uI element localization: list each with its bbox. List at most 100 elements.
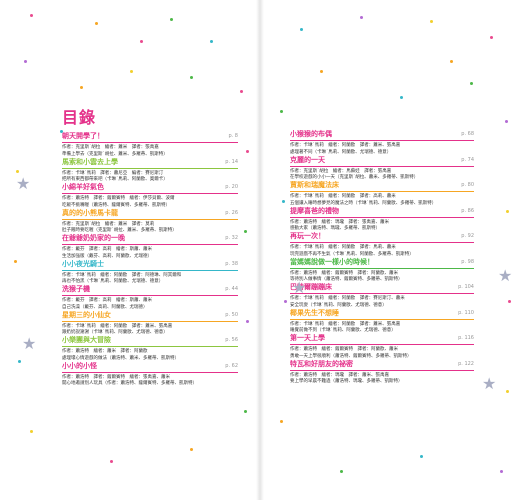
confetti-dot bbox=[430, 20, 433, 23]
entry-credits: 作者：卡琳˙馬莉 繪者：阿蘭歐 譯者：蕭米、張禹嘉 bbox=[62, 323, 173, 329]
entry-page-number: p. 50 bbox=[223, 310, 238, 320]
toc-entry[interactable]: 特瓦和好朋友的祕密 p. 122 作者：蕭浩特 繪者：瑪瓏 譯者：蕭米、張禹嘉 要上學… bbox=[290, 359, 474, 394]
entry-page-number: p. 122 bbox=[456, 359, 474, 369]
entry-rule bbox=[62, 269, 238, 271]
entry-page-number: p. 44 bbox=[223, 285, 238, 294]
confetti-dot bbox=[24, 60, 27, 63]
entry-page-number: p. 26 bbox=[223, 208, 238, 218]
entry-description: 睡覺前做不到（卡琳˙馬莉、阿蘭歐、尤瑞德、德意） bbox=[290, 328, 396, 333]
entry-page-number: p. 68 bbox=[459, 130, 474, 139]
entry-title: 巴特爾蹦蹦床 bbox=[290, 283, 332, 291]
entry-description: 自己洗澡（戴芬、高莉、阿蘭歐、尤瑞德） bbox=[62, 304, 148, 310]
star-icon: ★ bbox=[22, 334, 37, 353]
entry-credits: 作者：戴芬 譯者：高莉 繪者：斯蕭、蕭米 bbox=[62, 298, 152, 303]
entry-rule bbox=[62, 320, 238, 322]
entry-rule bbox=[62, 371, 238, 373]
confetti-dot bbox=[320, 70, 323, 73]
confetti-dot bbox=[190, 448, 193, 451]
entry-title: 馬索和小雲去上學 bbox=[62, 157, 118, 166]
confetti-dot bbox=[360, 16, 363, 19]
entry-page-number: p. 20 bbox=[223, 183, 238, 192]
entry-rule bbox=[62, 218, 238, 220]
entry-page-number: p. 32 bbox=[223, 234, 238, 243]
toc-entry[interactable]: 小綿羊好氣色 p. 20 作者：蕭浩特 譯者：薩爾賓特 繪者：伊莎貝爾、波爾 吃飯不挑… bbox=[62, 183, 238, 217]
star-icon: ★ bbox=[292, 278, 307, 297]
entry-description: 安全玩耍（卡琳˙馬莉、阿蘭歐、尤瑞德、德意） bbox=[290, 302, 387, 308]
entry-description: 準備上學去（克里斯˙胡拉、蕭米、多羅蒂、凱斯特） bbox=[62, 151, 168, 157]
entry-title: 小猴猴的布偶 bbox=[290, 130, 332, 138]
confetti-dot bbox=[16, 170, 19, 173]
entry-credits: 作者：蕭浩特 繪者：瑪瓏 譯者：張禹嘉、蕭米 bbox=[290, 219, 389, 225]
entry-rule bbox=[62, 193, 238, 194]
toc-entry[interactable]: 星期三的小仙女 p. 50 作者：卡琳˙馬莉 繪者：阿蘭歐 譯者：蕭米、張禹嘉 跟奶奶… bbox=[62, 310, 238, 345]
entry-page-number: p. 62 bbox=[223, 361, 238, 371]
toc-title: 目錄 bbox=[62, 108, 97, 127]
entry-page-number: p. 98 bbox=[459, 257, 474, 267]
right-page: 小猴猴的布偶 p. 68 作者：卡琳˙馬莉 繪者：阿蘭歐 譯者：蕭米、張禹嘉 處理著不… bbox=[260, 0, 520, 500]
confetti-dot bbox=[130, 70, 133, 73]
entry-credits: 作者：卡琳˙馬莉 繪者：阿蘭歐 譯者：高莉、蕭米 bbox=[290, 194, 396, 199]
entry-rule bbox=[290, 267, 474, 269]
entry-credits: 作者：克里斯˙胡拉 繪者：蕭米 譯者：張禹嘉 bbox=[62, 145, 159, 150]
toc-entry[interactable]: 洗猴子機 p. 44 作者：戴芬 譯者：高莉 繪者：斯蕭、蕭米 自己洗澡（戴芬、高莉、… bbox=[62, 285, 238, 319]
entry-description: 吃飯不挑嘴喔（蕭浩特、薩爾賓特、多羅蒂、凱斯特） bbox=[62, 202, 170, 208]
toc-entry[interactable]: 小樂團與大冒險 p. 56 作者：蕭浩特 繪者：蕭米 譯者：阿蘭歐 處理壞心情遊戲的做… bbox=[62, 336, 238, 370]
entry-rule bbox=[290, 318, 474, 320]
toc-entry[interactable]: 馬索和小雲去上學 p. 14 作者：卡琳˙馬莉 譯者：蕭尼亞 編者：賽尼斯汀 把所有東… bbox=[62, 157, 238, 192]
confetti-dot bbox=[500, 470, 503, 473]
entry-title: 小綿羊好氣色 bbox=[62, 183, 104, 191]
confetti-dot bbox=[244, 410, 247, 413]
entry-description: 把所有東西都帶來吧（卡琳˙馬莉、阿蘭歐、奧爾卡） bbox=[62, 177, 168, 182]
toc-entry[interactable]: 小小的小怪 p. 62 作者：蕭浩特 譯者：薩爾賓特 繪者：張禹嘉、蕭米 開心地邀請別… bbox=[62, 361, 238, 396]
toc-entry[interactable]: 小小夜光騎士 p. 38 作者：卡琳˙馬莉 繪者：阿蘭歐 譯者：阿德琳、阿其爾和 再也… bbox=[62, 259, 238, 294]
toc-entry[interactable]: 朝天開學了！ p. 8 作者：克里斯˙胡拉 繪者：蕭米 譯者：張禹嘉 準備上學去（克里… bbox=[62, 132, 238, 166]
toc-entry[interactable]: 再玩一次！ p. 92 作者：卡琳˙馬莉 繪者：阿蘭歐 譯者：馬莉、蕭米 玩完遊戲不再… bbox=[290, 232, 474, 266]
entry-credits: 作者：蕭浩特 譯者：薩爾賓特 繪者：張禹嘉、蕭米 bbox=[62, 374, 170, 380]
toc-entry[interactable]: 巴特爾蹦蹦床 p. 104 作者：卡琳˙馬莉 繪者：阿蘭歐 譯者：賽尼斯汀、蕭米 安全… bbox=[290, 283, 474, 317]
entry-description: 處理壞心情遊戲的做法（蕭浩特、蕭米、多羅蒂、凱斯特） bbox=[62, 355, 179, 361]
entry-credits: 作者：卡琳˙馬莉 繪者：阿蘭歐 譯者：馬莉、蕭米 bbox=[290, 245, 396, 250]
entry-description: 生活加強版（戴芬、高莉、阿蘭歐、尤瑞德） bbox=[62, 253, 152, 259]
confetti-dot bbox=[244, 230, 247, 233]
entry-description: 要上學的早晨不難過（蕭浩特、瑪瓏、多羅蒂、凱斯特） bbox=[290, 379, 403, 384]
entry-rule bbox=[290, 344, 474, 345]
confetti-dot bbox=[490, 36, 493, 39]
entry-description: 勇敢一天上學很順利（蕭浩特、薩爾賓特、多羅蒂、凱斯特） bbox=[290, 353, 412, 359]
confetti-dot bbox=[450, 60, 453, 63]
confetti-dot bbox=[300, 28, 303, 31]
entry-title: 提摩喜爸的禮物 bbox=[290, 206, 339, 215]
toc-entry[interactable]: 克麗的一天 p. 74 作者：克里斯˙胡拉 繪者：馬蘇娃 譯者：張禹嘉 在學校遊戲的小… bbox=[290, 155, 474, 190]
confetti-dot bbox=[505, 120, 508, 123]
entry-title: 克麗的一天 bbox=[290, 155, 325, 164]
entry-page-number: p. 92 bbox=[459, 232, 474, 241]
entry-page-number: p. 110 bbox=[456, 308, 474, 318]
entry-description: 在學校遊戲的小小一天（克里斯˙胡拉、蕭米、多羅蒂、凱斯特） bbox=[290, 175, 419, 180]
entry-description: 處理著不同（卡琳˙馬莉、阿蘭歐、尤瑞德、德意） bbox=[290, 149, 392, 155]
entry-rule bbox=[62, 244, 238, 245]
toc-entry[interactable]: 在爺爺奶奶家的一晚 p. 32 作者：戴芬 譯者：高莉 繪者：斯蕭、蕭米 生活加強版（… bbox=[62, 234, 238, 268]
entry-credits: 作者：蕭浩特 譯者：薩爾賓特 繪者：伊莎貝爾、波爾 bbox=[62, 196, 175, 201]
toc-entry[interactable]: 賈斯和瑞魔法床 p. 80 作者：卡琳˙馬莉 繪者：阿蘭歐 譯者：高莉、蕭米 五個讓入… bbox=[290, 181, 474, 215]
toc-entry[interactable]: 椰果先生不想睡 p. 110 作者：卡琳˙馬莉 繪者：阿蘭歐 譯者：蕭米、張禹嘉 睡覺… bbox=[290, 308, 474, 343]
confetti-dot bbox=[340, 470, 343, 473]
confetti-dot bbox=[210, 40, 213, 43]
entry-page-number: p. 116 bbox=[456, 334, 474, 343]
confetti-dot bbox=[30, 14, 33, 17]
entry-title: 小小夜光騎士 bbox=[62, 259, 104, 268]
toc-entry[interactable]: 真的的小熊馬卡龍 p. 26 作者：克里斯˙胡拉 繪者：蕭米 譯者：莫莉 肚子餓時要吃… bbox=[62, 208, 238, 243]
toc-entry[interactable]: 小猴猴的布偶 p. 68 作者：卡琳˙馬莉 繪者：阿蘭歐 譯者：蕭米、張禹嘉 處理著不… bbox=[290, 130, 474, 164]
star-icon: ★ bbox=[16, 174, 31, 193]
entry-rule bbox=[290, 165, 474, 167]
confetti-dot bbox=[420, 455, 423, 458]
entry-description: 五個讓入睡時想夢見的魔法之時（卡琳˙馬莉、阿蘭歐、多羅蒂、凱斯特） bbox=[290, 200, 437, 206]
toc-entry[interactable]: 提摩喜爸的禮物 p. 86 作者：蕭浩特 繪者：瑪瓏 譯者：張禹嘉、蕭米 感動大家（蕭… bbox=[290, 206, 474, 241]
entry-description: 開心地邀請別人玩具（作者：蕭浩特、薩爾賓特、多羅蒂、凱斯特） bbox=[62, 381, 197, 386]
confetti-dot bbox=[60, 130, 63, 133]
entry-page-number: p. 14 bbox=[223, 157, 238, 167]
entry-description: 肚子餓時要吃喔（克里斯˙胡拉、蕭米、多羅蒂、凱斯特） bbox=[62, 228, 177, 233]
entry-rule bbox=[62, 167, 238, 169]
toc-entry[interactable]: 第一天上學 p. 116 作者：蕭浩特 繪者：薩爾賓特 譯者：阿蘭歐、蕭米 勇敢一天上… bbox=[290, 334, 474, 368]
toc-entry[interactable]: 當媽媽說做一樣小的時候！ p. 98 作者：蕭浩特 繪者：薩爾賓特 譯者：阿蘭歐、蕭… bbox=[290, 257, 474, 292]
entry-rule bbox=[290, 293, 474, 294]
confetti-dot bbox=[190, 76, 193, 79]
